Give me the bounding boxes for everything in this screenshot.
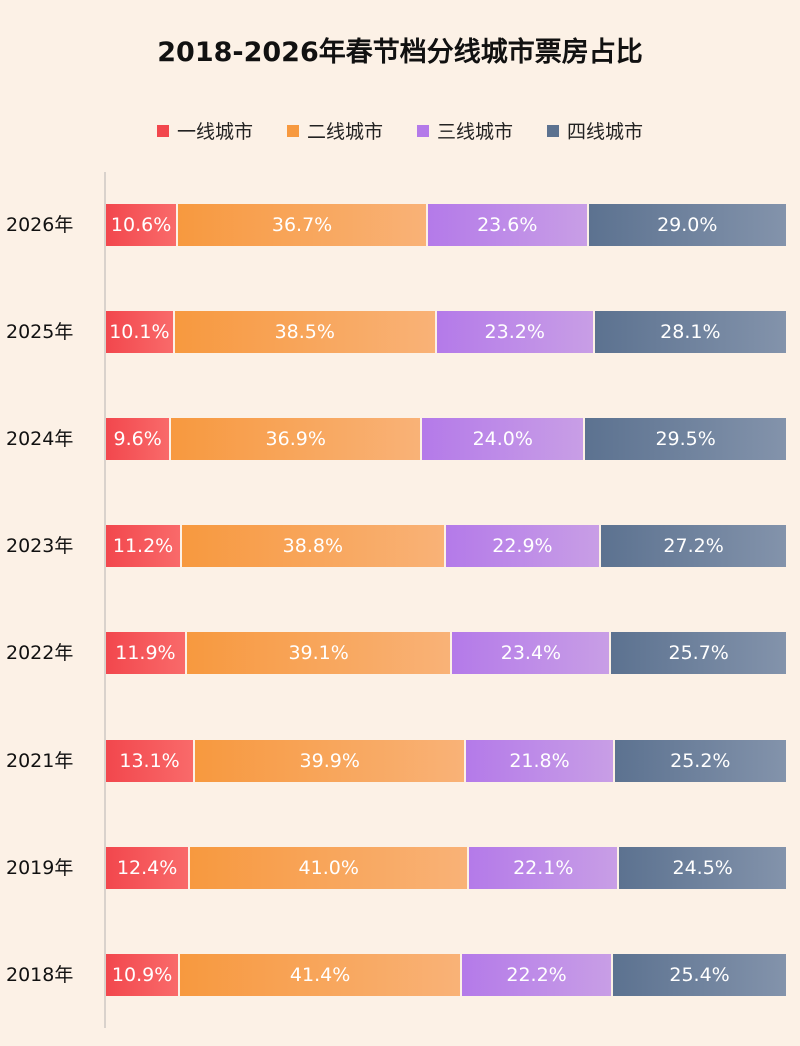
legend-label: 二线城市: [306, 121, 383, 143]
legend-swatch: [156, 124, 169, 137]
data-label: 28.1%: [660, 321, 721, 344]
data-label: 41.0%: [298, 856, 359, 879]
bar-segment: 11.2%: [106, 525, 183, 568]
bar-segment: 22.9%: [445, 525, 602, 568]
y-tick-label: 2024年: [6, 428, 74, 451]
legend-label: 一线城市: [176, 121, 253, 143]
y-tick-label: 2023年: [6, 535, 74, 558]
data-label: 39.1%: [288, 642, 349, 665]
bar-segment: 23.2%: [436, 311, 595, 354]
bar-segment: 10.6%: [106, 204, 179, 246]
bar-segment: 36.9%: [171, 418, 423, 461]
data-label: 10.1%: [109, 321, 170, 344]
bar-segment: 23.4%: [452, 632, 612, 675]
bar-segment: 39.9%: [195, 739, 467, 782]
bar-segment: 23.6%: [427, 204, 589, 246]
y-tick-label: 2019年: [6, 856, 74, 879]
data-label: 11.9%: [115, 642, 176, 665]
data-label: 38.8%: [282, 535, 344, 558]
y-tick-label: 2025年: [6, 321, 74, 344]
bar-row: 10.1% 38.5% 23.2% 28.1%: [106, 311, 786, 354]
y-tick-label: 2026年: [6, 214, 74, 236]
data-label: 36.9%: [265, 428, 326, 451]
y-tick-label: 2018年: [6, 963, 74, 986]
data-label: 23.6%: [477, 214, 538, 236]
data-label: 39.9%: [299, 749, 360, 772]
legend-item: 一线城市: [156, 117, 253, 144]
bar-segment: 21.8%: [466, 739, 615, 782]
data-label: 36.7%: [271, 214, 333, 236]
data-label: 27.2%: [663, 535, 724, 558]
data-label: 25.7%: [668, 642, 729, 665]
bar-segment: 10.1%: [106, 311, 175, 354]
data-label: 9.6%: [113, 428, 162, 451]
legend-item: 三线城市: [417, 117, 513, 144]
bar-segment: 29.5%: [585, 418, 786, 461]
data-label: 10.9%: [111, 963, 173, 986]
bar-segment: 39.1%: [186, 632, 453, 675]
bar-segment: 36.7%: [178, 204, 428, 246]
data-label: 25.4%: [669, 963, 730, 986]
data-label: 12.4%: [116, 856, 178, 879]
bar-segment: 22.2%: [461, 953, 614, 996]
bar-segment: 10.9%: [106, 953, 181, 996]
legend-label: 三线城市: [437, 121, 514, 143]
data-label: 38.5%: [274, 321, 335, 344]
bar-segment: 11.9%: [106, 632, 187, 675]
y-tick-label: 2022年: [6, 642, 74, 665]
bar-segment: 25.2%: [614, 739, 786, 782]
bar-segment: 38.8%: [182, 525, 446, 568]
data-label: 22.9%: [492, 535, 553, 558]
bar-row: 9.6% 36.9% 24.0% 29.5%: [106, 418, 786, 461]
data-label: 23.4%: [500, 642, 562, 665]
bar-segment: 38.5%: [174, 311, 437, 354]
legend-item: 二线城市: [286, 117, 383, 144]
bar-row: 10.6% 36.7% 23.6% 29.0%: [106, 204, 786, 246]
legend-swatch: [417, 124, 429, 137]
bar-segment: 41.4%: [180, 953, 462, 996]
data-label: 24.5%: [672, 856, 733, 879]
bar-row: 12.4% 41.0% 22.1% 24.5%: [106, 846, 786, 889]
data-label: 25.2%: [670, 749, 731, 772]
bar-segment: 22.1%: [469, 846, 620, 889]
data-label: 22.2%: [506, 963, 567, 986]
data-label: 23.2%: [484, 321, 545, 344]
data-label: 24.0%: [472, 428, 533, 451]
data-label: 29.0%: [657, 214, 718, 236]
chart-title: 2018-2026年春节档分线城市票房占比: [157, 37, 643, 68]
legend-label: 四线城市: [567, 121, 644, 143]
bar-segment: 29.0%: [588, 204, 786, 246]
bar-segment: 12.4%: [106, 846, 191, 889]
bar-row: 10.9% 41.4% 22.2% 25.4%: [106, 953, 786, 996]
data-label: 11.2%: [112, 535, 174, 558]
data-label: 29.5%: [655, 428, 716, 451]
bar-segment: 24.0%: [422, 418, 586, 461]
y-tick-label: 2021年: [6, 749, 74, 772]
legend-item: 四线城市: [547, 117, 643, 144]
data-label: 41.4%: [289, 963, 351, 986]
bar-segment: 28.1%: [594, 311, 786, 354]
bar-segment: 27.2%: [601, 525, 786, 568]
bar-segment: 24.5%: [619, 846, 786, 889]
bar-segment: 41.0%: [190, 846, 470, 889]
bar-row: 13.1% 39.9% 21.8% 25.2%: [106, 739, 786, 782]
legend-swatch: [286, 124, 299, 137]
bar-row: 11.9% 39.1% 23.4% 25.7%: [106, 632, 786, 675]
bar-segment: 25.4%: [613, 953, 786, 996]
data-label: 22.1%: [513, 856, 574, 879]
y-axis-line: [104, 172, 106, 1028]
data-label: 10.6%: [110, 214, 172, 236]
legend-swatch: [547, 124, 560, 137]
data-label: 21.8%: [509, 749, 570, 772]
bar-segment: 25.7%: [611, 632, 786, 675]
bar-segment: 9.6%: [106, 418, 172, 461]
data-label: 13.1%: [119, 749, 180, 772]
bar-row: 11.2% 38.8% 22.9% 27.2%: [106, 525, 786, 568]
bar-segment: 13.1%: [106, 739, 196, 782]
legend: 一线城市 二线城市 三线城市 四线城市: [0, 117, 800, 144]
